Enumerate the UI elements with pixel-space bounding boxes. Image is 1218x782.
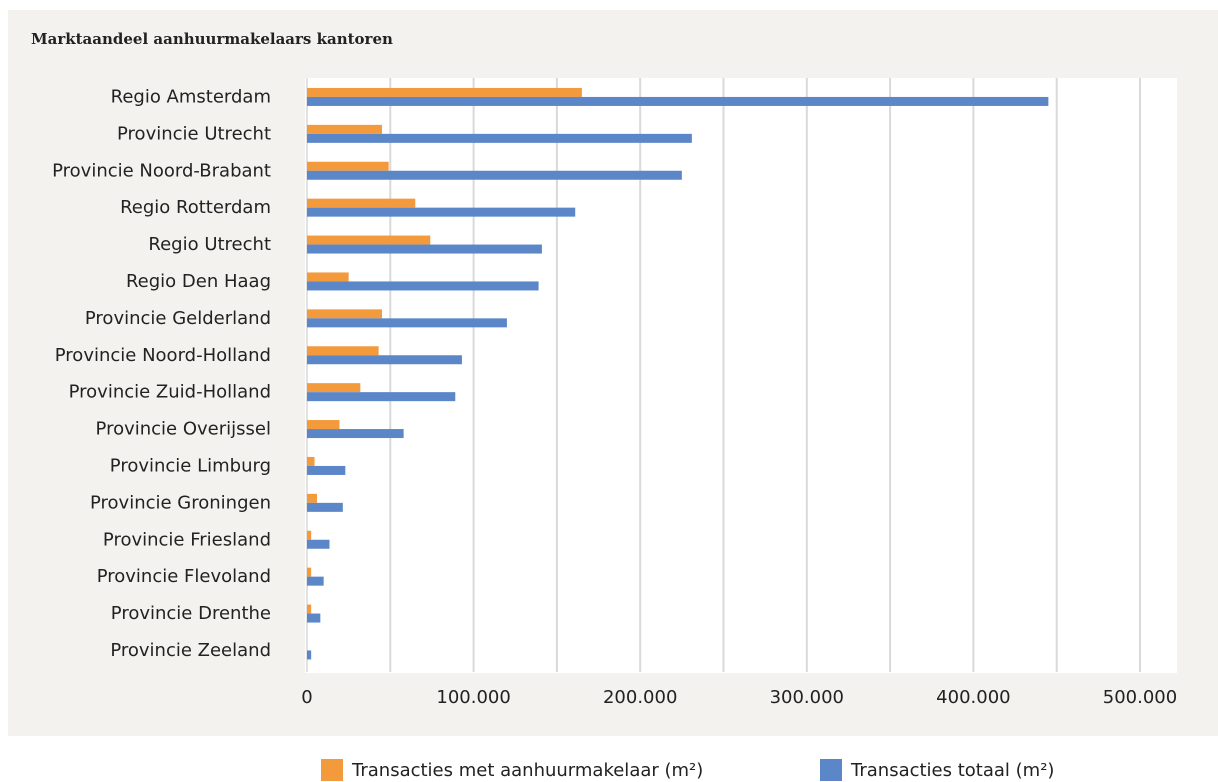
category-labels: Regio Amsterdam Provincie Utrecht Provinci… [52,86,271,661]
category-label: Regio Rotterdam [120,197,271,218]
bar-met-aanhuurmakelaar [307,235,431,245]
x-tick-label: 400.000 [936,687,1010,708]
category-label: Provincie Gelderland [85,308,271,329]
x-tick-label: 200.000 [603,687,677,708]
category-label: Provincie Overijssel [96,419,271,440]
bar-totaal [307,207,576,217]
bar-met-aanhuurmakelaar [307,309,382,319]
category-label: Provincie Groningen [90,492,271,513]
bar-totaal [307,318,507,328]
bar-met-aanhuurmakelaar [307,604,312,614]
gridlines [306,78,1141,672]
category-label: Provincie Noord-Brabant [52,160,271,181]
bar-totaal [307,355,462,365]
bar-met-aanhuurmakelaar [307,530,312,540]
x-tick-label: 0 [301,687,312,708]
category-label: Provincie Flevoland [97,566,271,587]
bar-totaal [307,96,1049,106]
bar-totaal [307,133,692,143]
bar-totaal [307,392,456,402]
legend-item-met: Transacties met aanhuurmakelaar (m²) [321,759,703,781]
legend-label-totaal: Transacties totaal (m²) [851,759,1055,781]
bar-met-aanhuurmakelaar [307,87,582,97]
bar-totaal [307,650,312,660]
x-tick-labels: 0 100.000 200.000 300.000 400.000 500.000 [301,687,1177,708]
bar-met-aanhuurmakelaar [307,383,361,393]
legend-item-totaal: Transacties totaal (m²) [820,759,1054,781]
bar-met-aanhuurmakelaar [307,567,312,577]
category-label: Provincie Drenthe [111,603,271,624]
chart-title: Marktaandeel aanhuurmakelaars kantoren [31,30,393,48]
category-label: Provincie Zuid-Holland [69,382,271,403]
category-label: Regio Amsterdam [111,86,271,107]
bar-totaal [307,429,404,439]
bar-met-aanhuurmakelaar [307,161,389,171]
x-tick-label: 500.000 [1103,687,1177,708]
bar-totaal [307,465,346,475]
bar-met-aanhuurmakelaar [307,346,379,356]
category-label: Provincie Utrecht [117,123,271,144]
bar-met-aanhuurmakelaar [307,124,382,134]
bar-totaal [307,502,343,512]
bar-totaal [307,613,321,623]
legend-swatch-totaal [820,759,842,781]
bar-met-aanhuurmakelaar [307,493,317,503]
x-tick-label: 300.000 [770,687,844,708]
bar-totaal [307,244,542,254]
bar-totaal [307,170,682,180]
bar-met-aanhuurmakelaar [307,456,315,466]
plot-area [305,78,1177,673]
bar-totaal [307,281,539,291]
category-label: Provincie Limburg [110,455,271,476]
category-label: Provincie Zeeland [110,640,271,661]
bar-met-aanhuurmakelaar [307,272,349,282]
category-label: Provincie Noord-Holland [55,345,271,366]
category-label: Regio Den Haag [126,271,271,292]
bars [307,87,1049,660]
legend-label-met: Transacties met aanhuurmakelaar (m²) [352,759,704,781]
bar-met-aanhuurmakelaar [307,420,340,430]
x-tick-label: 100.000 [436,687,510,708]
bar-totaal [307,576,324,586]
bar-met-aanhuurmakelaar [307,198,416,208]
legend: Transacties met aanhuurmakelaar (m²) Tra… [0,759,1218,781]
bar-totaal [307,539,330,549]
bar-chart: Regio Amsterdam Provincie Utrecht Provinci… [52,78,1177,708]
legend-swatch-met [321,759,343,781]
category-label: Regio Utrecht [148,234,271,255]
category-label: Provincie Friesland [103,529,271,550]
